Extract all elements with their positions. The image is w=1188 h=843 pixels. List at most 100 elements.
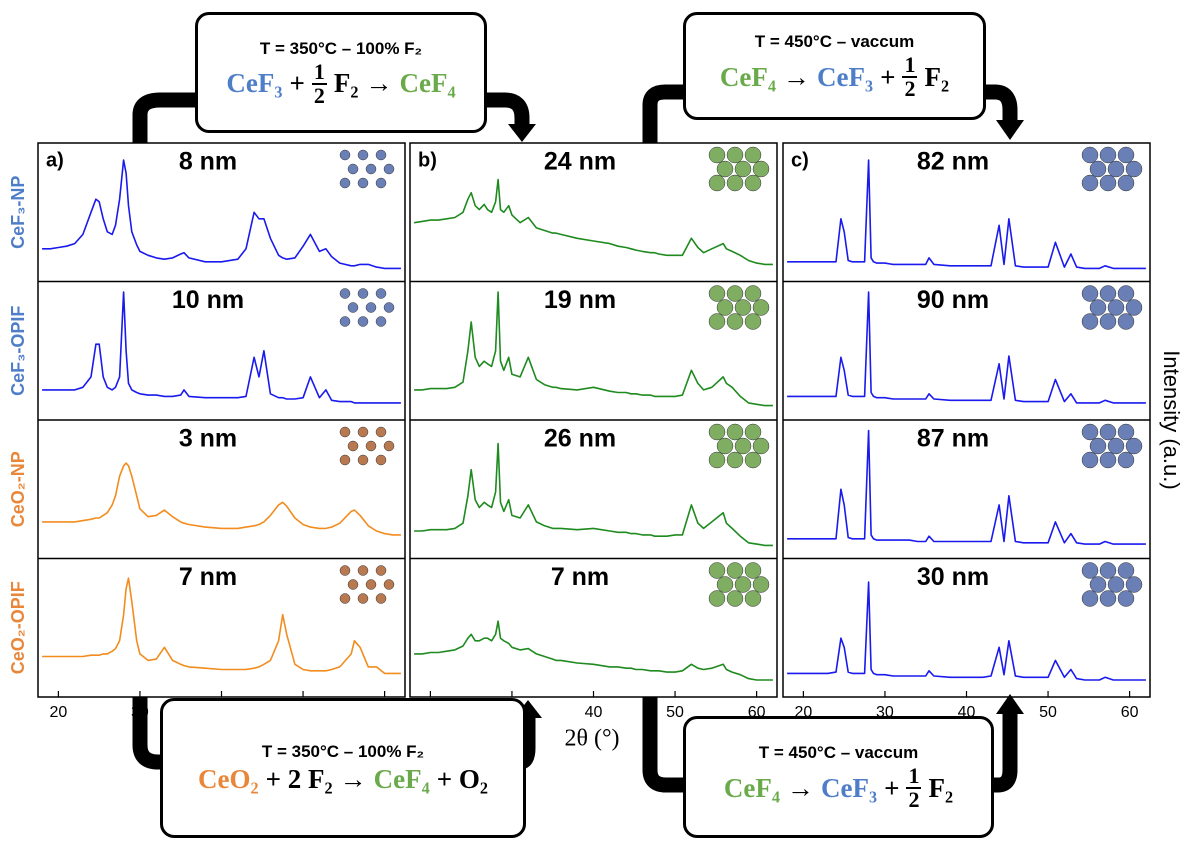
particle-icon bbox=[357, 426, 369, 438]
x-tick-label: 30 bbox=[131, 704, 149, 721]
particle-icon bbox=[1117, 451, 1135, 469]
particle-icon bbox=[734, 576, 752, 593]
particle-icon bbox=[1125, 437, 1143, 455]
equation-term: + bbox=[880, 61, 896, 92]
particle-icon bbox=[1107, 299, 1125, 316]
particle-icon bbox=[708, 451, 726, 469]
particle-icon bbox=[375, 149, 387, 161]
particle-icon bbox=[1081, 146, 1099, 164]
xrd-line bbox=[787, 581, 1146, 681]
size-label: 30 nm bbox=[917, 563, 989, 591]
equation-term: CeF₄ bbox=[719, 61, 776, 92]
reaction-condition: T = 350°C – 100% F₂ bbox=[261, 741, 425, 761]
xrd-line bbox=[413, 178, 773, 266]
xrd-line bbox=[787, 429, 1146, 545]
arrow bbox=[642, 697, 690, 793]
xrd-line bbox=[42, 159, 401, 270]
particle-icon bbox=[357, 177, 369, 189]
particle-icon bbox=[752, 160, 770, 178]
particle-icon bbox=[1089, 160, 1107, 178]
equation-term: → bbox=[787, 772, 814, 803]
particle-icon bbox=[357, 565, 369, 576]
particle-icon bbox=[1117, 146, 1135, 164]
particle-icon bbox=[1117, 285, 1135, 302]
equation-term: F₂ bbox=[333, 68, 359, 98]
equation-term: → bbox=[365, 68, 393, 98]
xrd-line bbox=[787, 291, 1146, 404]
equation-term: CeF₄ bbox=[723, 772, 780, 803]
particle-icon bbox=[1081, 174, 1099, 192]
particle-icon bbox=[1117, 174, 1135, 192]
particle-icon bbox=[734, 160, 752, 178]
numerator: 1 bbox=[311, 58, 327, 85]
particle-icon bbox=[1107, 437, 1125, 455]
equation-term: → bbox=[783, 61, 810, 92]
particle-icon bbox=[708, 146, 726, 164]
x-axis-label: 2θ (°) bbox=[564, 726, 619, 752]
xrd-line bbox=[414, 620, 773, 681]
particle-icon bbox=[347, 302, 359, 313]
x-tick-label: 40 bbox=[585, 704, 603, 721]
equation-term: CeF₃ bbox=[817, 61, 874, 92]
particle-icon bbox=[744, 451, 762, 469]
particle-icon bbox=[365, 579, 377, 590]
reaction-equation: CeO₂ + 2 F₂ → CeF₄ + O₂ bbox=[198, 764, 488, 795]
size-label: 7 nm bbox=[179, 563, 237, 591]
particle-icon bbox=[726, 313, 744, 330]
particle-icon bbox=[752, 576, 770, 593]
reaction-equation: CeF₄ → CeF₃ +1 2 F₂ bbox=[724, 765, 953, 811]
particle-icon bbox=[357, 454, 369, 466]
equation-term: CeF₃ bbox=[226, 68, 283, 98]
particle-icon bbox=[357, 316, 369, 327]
particle-icon bbox=[1089, 576, 1107, 593]
particle-icon bbox=[1081, 451, 1099, 469]
size-label: 26 nm bbox=[544, 425, 616, 453]
particle-icon bbox=[1081, 285, 1099, 302]
row-label: CeO₂-NP bbox=[8, 451, 28, 527]
numerator: 1 bbox=[902, 52, 918, 78]
particle-icon bbox=[365, 440, 377, 452]
xrd-line bbox=[42, 462, 401, 536]
reaction-condition: T = 450°C – vaccum bbox=[758, 743, 919, 762]
particle-icon bbox=[357, 149, 369, 161]
particle-icon bbox=[375, 565, 387, 576]
arrowhead bbox=[996, 120, 1024, 140]
particle-icon bbox=[375, 316, 387, 327]
particle-icon bbox=[726, 451, 744, 469]
arrow bbox=[990, 712, 1018, 793]
particle-icon bbox=[375, 177, 387, 189]
x-tick-label: 50 bbox=[666, 704, 684, 721]
particle-icon bbox=[744, 313, 762, 330]
equation-term: + bbox=[884, 772, 900, 803]
particle-icon bbox=[1099, 174, 1117, 192]
particle-icon bbox=[1099, 146, 1117, 164]
particle-icon bbox=[1099, 285, 1117, 302]
particle-icon bbox=[375, 426, 387, 438]
particle-icon bbox=[744, 146, 762, 164]
particle-icon bbox=[365, 163, 377, 175]
size-label: 82 nm bbox=[917, 148, 989, 176]
xrd-line bbox=[787, 159, 1146, 270]
reaction-condition: T = 450°C – vaccum bbox=[754, 32, 915, 51]
particle-icon bbox=[744, 285, 762, 302]
particle-icon bbox=[708, 285, 726, 302]
size-label: 3 nm bbox=[179, 425, 237, 453]
size-label: 87 nm bbox=[917, 425, 989, 453]
particle-icon bbox=[339, 565, 351, 576]
equation-term: + 2 F₂ bbox=[265, 763, 333, 794]
particle-icon bbox=[726, 590, 744, 607]
size-label: 24 nm bbox=[544, 148, 616, 176]
numerator: 1 bbox=[906, 763, 922, 789]
particle-icon bbox=[383, 163, 395, 175]
equation-term: F₂ bbox=[924, 61, 950, 92]
particle-icon bbox=[708, 423, 726, 441]
particle-icon bbox=[716, 437, 734, 455]
particle-icon bbox=[339, 426, 351, 438]
row-label: CeF₃-NP bbox=[8, 176, 28, 249]
particle-icon bbox=[726, 174, 744, 192]
reaction-box: T = 350°C – 100% F₂ CeF₃ +1 2 F₂ → CeF₄ bbox=[195, 12, 487, 133]
